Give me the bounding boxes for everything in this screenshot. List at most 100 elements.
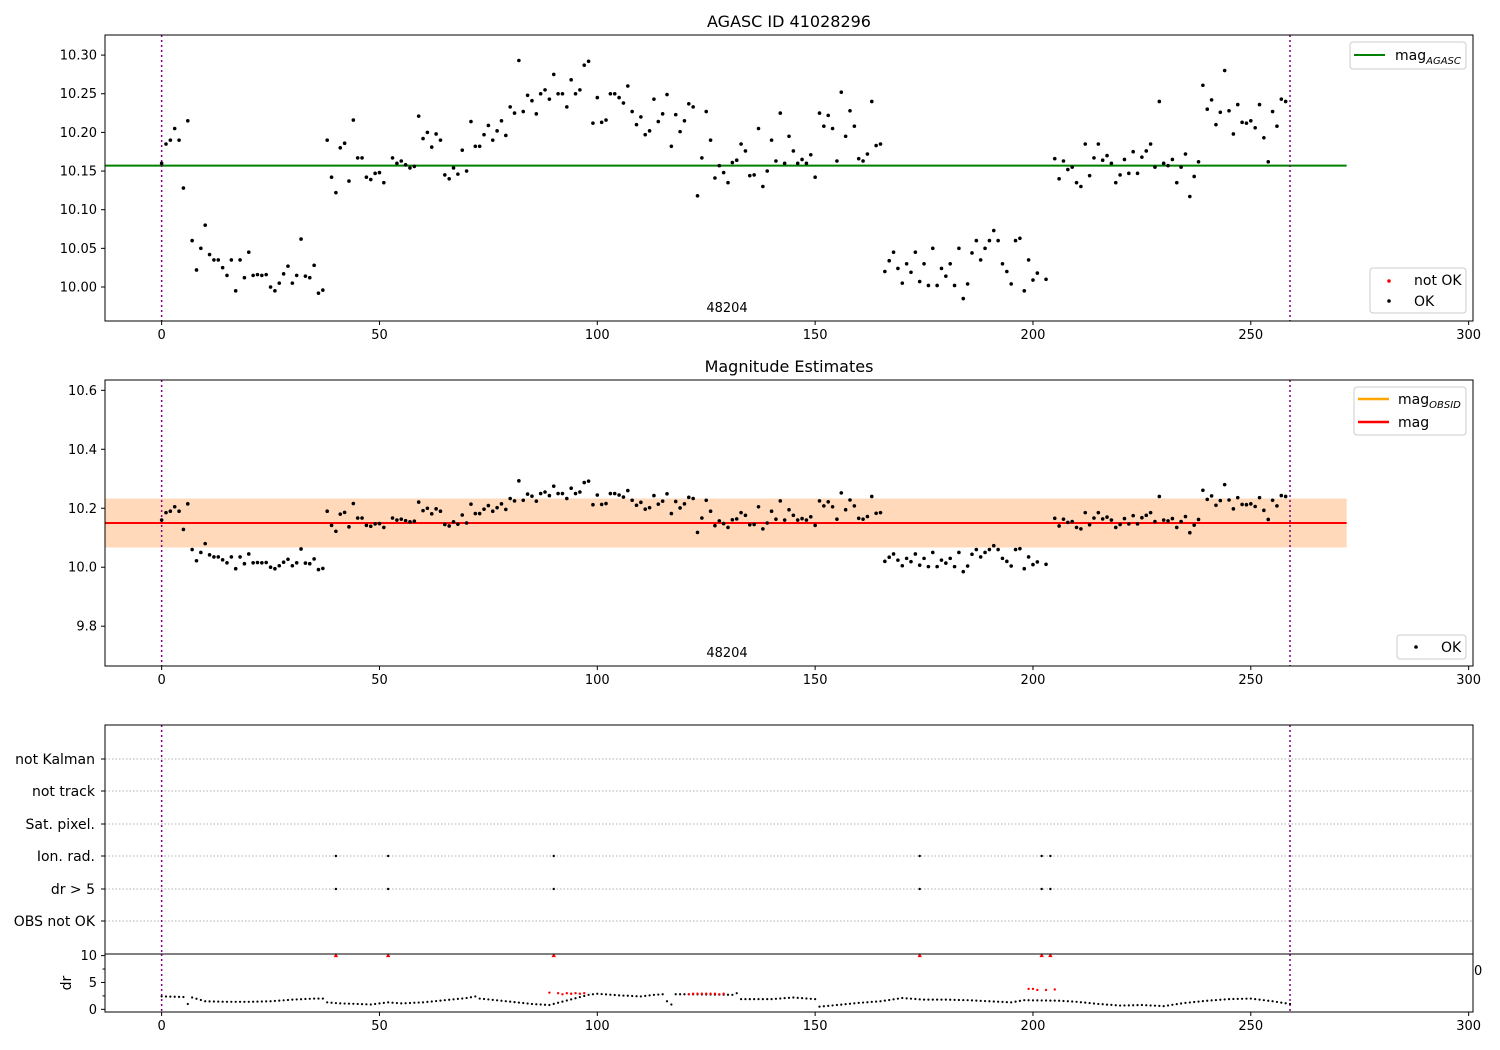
dr-point (360, 1003, 364, 1006)
dr-point (1058, 999, 1061, 1002)
data-point (1100, 158, 1105, 163)
data-point (656, 502, 661, 506)
data-point (769, 138, 774, 142)
data-point (970, 552, 974, 557)
data-point (1240, 120, 1244, 125)
dr-point (827, 1004, 830, 1007)
dr-point (892, 998, 895, 1001)
data-point (1009, 282, 1013, 286)
data-point (591, 502, 595, 507)
data-point (329, 175, 334, 180)
data-point (316, 291, 321, 295)
data-point (713, 523, 717, 528)
dr-clipped-marker (917, 953, 922, 958)
dr-point (674, 993, 677, 996)
data-point (578, 490, 582, 494)
data-point (390, 156, 395, 160)
dr-point (430, 1000, 433, 1003)
dr-point (631, 994, 634, 998)
x-tick-label: 150 (803, 1019, 828, 1034)
data-point (830, 504, 835, 509)
data-point (312, 557, 316, 561)
data-point (464, 169, 469, 173)
data-point (961, 569, 966, 574)
dr-point (805, 997, 808, 1000)
dr-point (1275, 1000, 1279, 1004)
data-point (1153, 519, 1157, 524)
dr-point (657, 993, 660, 996)
dr-point-flagged (574, 992, 577, 995)
dr-point (526, 1002, 529, 1005)
legend-swatch (1387, 299, 1391, 303)
data-point (434, 132, 438, 136)
ok-points (159, 479, 1288, 574)
data-point (808, 515, 813, 519)
y-tick-label: 10 (80, 949, 97, 964)
data-point (1118, 173, 1122, 177)
data-point (342, 510, 347, 515)
dr-point (513, 1001, 516, 1004)
data-point (1135, 171, 1140, 176)
dr-point (583, 994, 586, 998)
data-point (835, 517, 839, 521)
data-point (1052, 156, 1057, 161)
dr-point-flagged (696, 992, 699, 995)
data-point (399, 159, 404, 163)
dr-point (683, 993, 686, 996)
data-point (395, 161, 399, 166)
data-point (565, 105, 569, 109)
data-point (451, 520, 456, 524)
data-point (900, 281, 905, 285)
plot-frame (104, 34, 1474, 322)
dr-point (561, 1000, 564, 1003)
data-point (443, 522, 447, 527)
data-point (652, 97, 656, 101)
data-point (909, 270, 913, 275)
data-point (726, 180, 730, 185)
flag-point (552, 854, 555, 858)
dr-point (1145, 1004, 1148, 1007)
data-point (839, 90, 844, 94)
data-point (874, 143, 878, 148)
dr-point (735, 992, 738, 995)
y-tick-label: 10.30 (60, 49, 97, 64)
data-point (922, 262, 926, 266)
data-point (1257, 495, 1262, 500)
data-point (569, 78, 573, 82)
data-point (281, 272, 286, 276)
data-point (952, 564, 957, 569)
dr-point (883, 999, 886, 1002)
flag-point (918, 887, 921, 891)
dr-point (670, 1003, 673, 1006)
data-point (948, 556, 952, 561)
flag-row-label: Ion. rad. (37, 849, 95, 865)
data-point (512, 499, 517, 503)
data-point (839, 491, 844, 495)
data-point (460, 148, 465, 152)
data-point (1061, 159, 1066, 163)
dr-point (1066, 1000, 1069, 1003)
dr-point (1044, 999, 1048, 1002)
data-point (172, 504, 177, 509)
x-tick-label: 0 (157, 1019, 165, 1034)
dr-point (1206, 999, 1209, 1002)
data-point (1192, 523, 1196, 527)
dr-point (1127, 1004, 1130, 1007)
x-tick-label: 200 (1021, 673, 1046, 688)
data-point (1148, 510, 1153, 515)
dr-point (1049, 999, 1052, 1002)
data-point (660, 499, 665, 503)
ok-points (159, 58, 1288, 301)
data-point (1052, 516, 1057, 521)
data-point (717, 163, 722, 168)
data-point (612, 91, 617, 96)
data-point (456, 522, 460, 526)
data-point (534, 112, 539, 116)
data-point (626, 84, 630, 88)
legend-bottom: not OK OK (1369, 267, 1467, 314)
data-point (1087, 522, 1092, 527)
data-point (713, 176, 717, 180)
dr-point (966, 999, 969, 1002)
data-point (987, 238, 992, 243)
